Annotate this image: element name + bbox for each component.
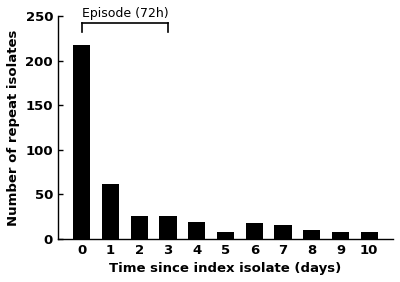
Bar [274,225,292,239]
Bar [217,232,234,239]
Bar [131,215,148,239]
Bar [102,184,119,239]
Bar [332,232,349,239]
Bar [360,232,378,239]
Bar [73,45,90,239]
Text: Episode (72h): Episode (72h) [82,7,168,20]
Bar [188,222,206,239]
X-axis label: Time since index isolate (days): Time since index isolate (days) [109,262,342,275]
Y-axis label: Number of repeat isolates: Number of repeat isolates [7,29,20,226]
Bar [303,230,320,239]
Bar [160,216,177,239]
Bar [246,223,263,239]
